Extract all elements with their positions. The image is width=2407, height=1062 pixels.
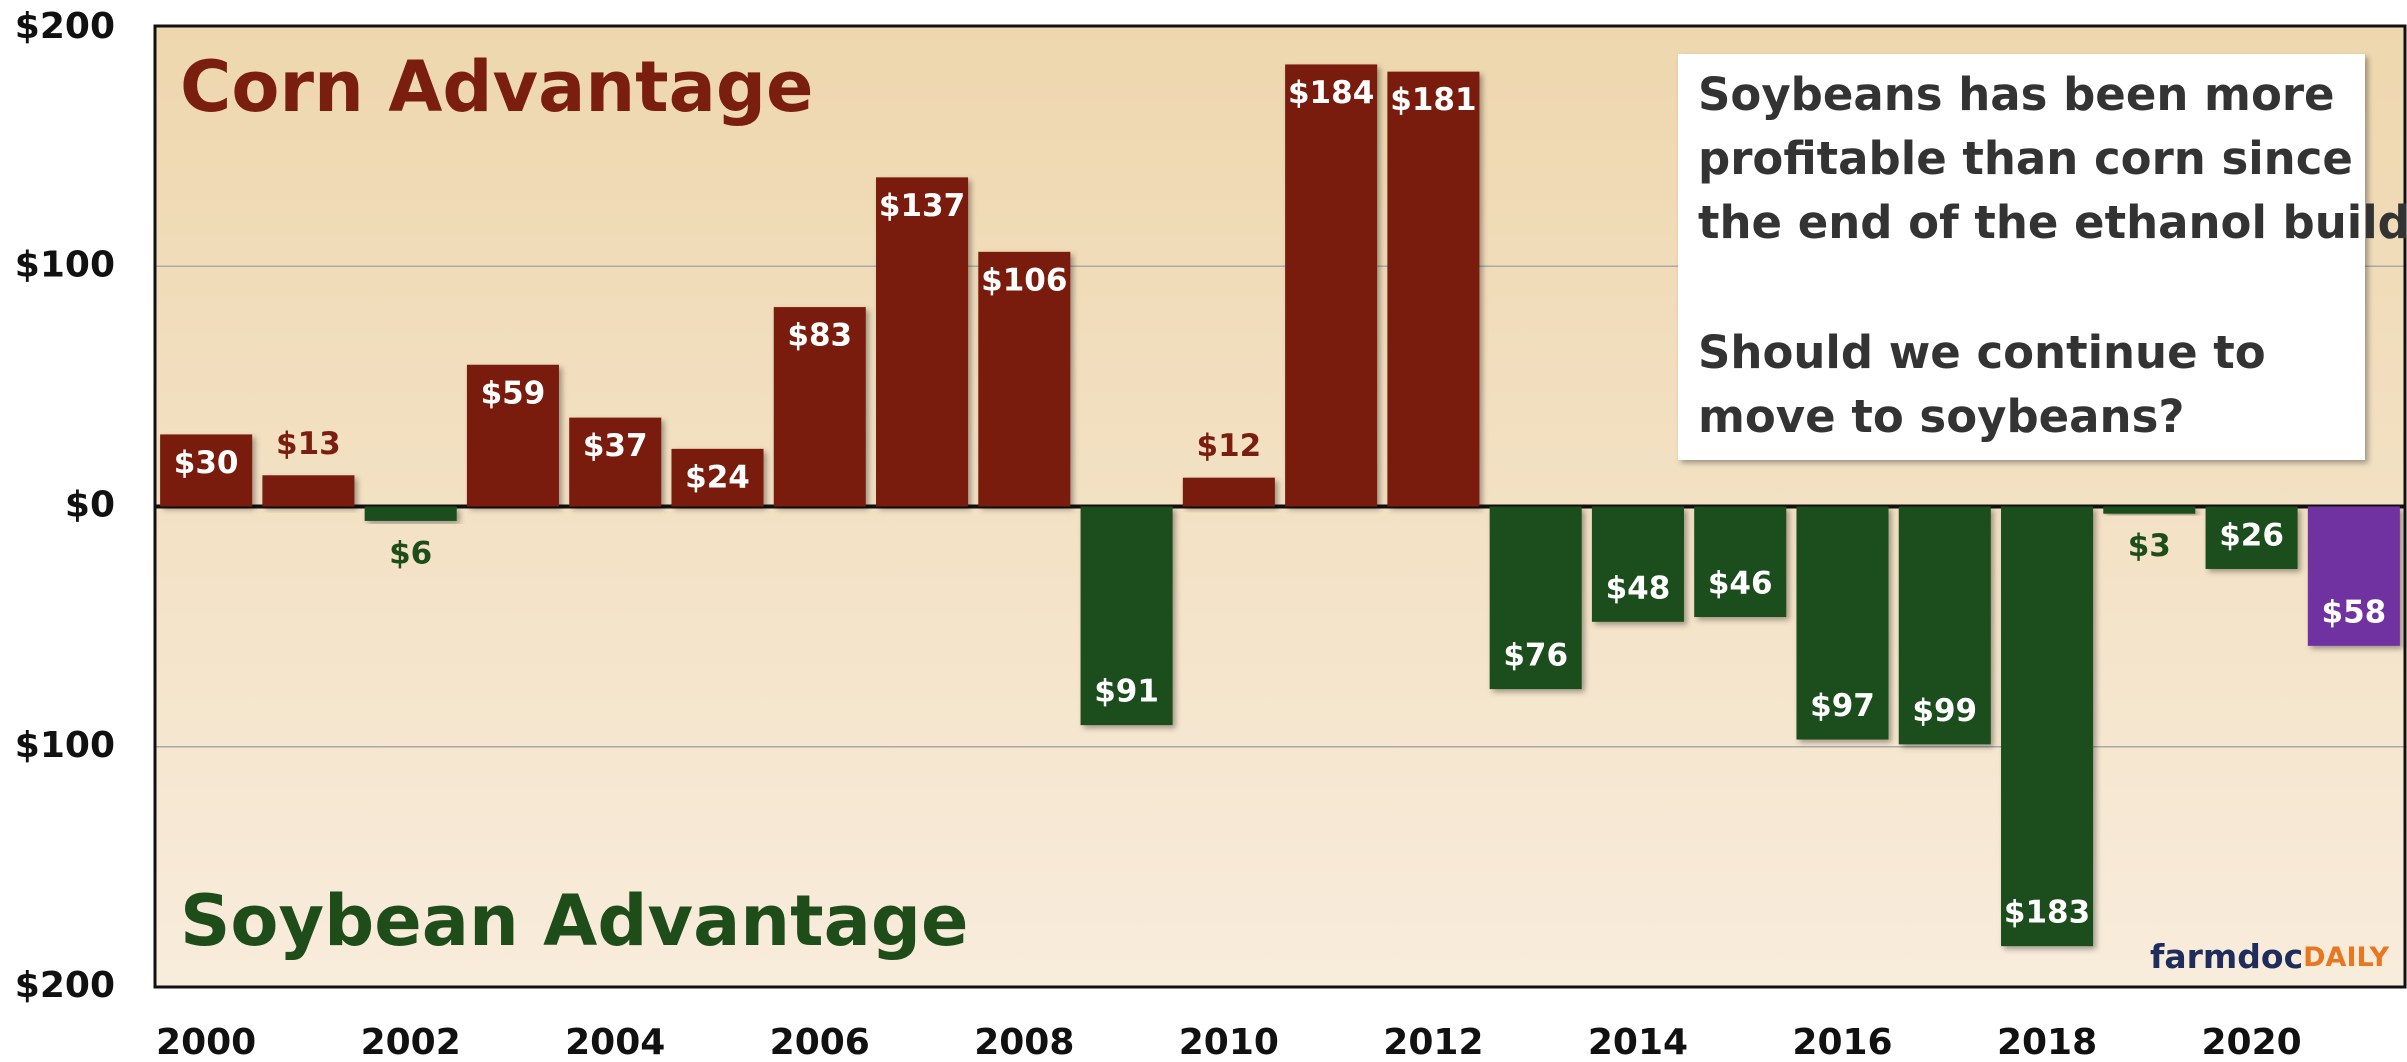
value-label: $181	[1390, 82, 1476, 118]
value-label: $76	[1503, 638, 1568, 674]
x-tick-label: 2000	[156, 1022, 256, 1062]
x-tick-label: 2008	[974, 1022, 1074, 1062]
value-label: $137	[879, 188, 965, 224]
soybean-label: Soybean Advantage	[180, 880, 968, 962]
x-tick-label: 2010	[1179, 1022, 1279, 1062]
note-line: Should we continue to	[1698, 326, 2266, 379]
y-tick-label: $200	[15, 965, 115, 1006]
x-tick-label: 2020	[2201, 1022, 2301, 1062]
bar	[1183, 478, 1275, 507]
x-tick-label: 2016	[1792, 1022, 1892, 1062]
value-label: $6	[389, 535, 432, 571]
value-label: $106	[981, 262, 1067, 298]
x-tick-label: 2006	[770, 1022, 870, 1062]
value-label: $183	[2004, 895, 2090, 931]
x-tick-label: 2018	[1997, 1022, 2097, 1062]
logo: farmdocDAILY	[2150, 937, 2389, 976]
value-label: $58	[2322, 594, 2387, 630]
chart: Corn Advantage Soybean Advantage Soybean…	[0, 0, 2407, 1062]
value-label: $26	[2219, 517, 2284, 553]
note-line: Soybeans has been more	[1698, 68, 2335, 121]
value-label: $24	[685, 459, 750, 495]
y-tick-label: $200	[15, 6, 115, 47]
logo-sub: DAILY	[2303, 942, 2389, 973]
value-label: $48	[1606, 570, 1671, 606]
x-tick-label: 2014	[1588, 1022, 1688, 1062]
bar	[365, 507, 457, 521]
value-label: $97	[1810, 688, 1875, 724]
x-tick-label: 2004	[565, 1022, 665, 1062]
value-label: $184	[1288, 75, 1374, 111]
bar	[876, 177, 968, 506]
bar	[1285, 64, 1377, 506]
value-label: $46	[1708, 566, 1773, 602]
bar	[262, 475, 354, 506]
note-line: the end of the ethanol build	[1698, 196, 2407, 249]
x-tick-label: 2002	[361, 1022, 461, 1062]
y-tick-label: $100	[15, 244, 115, 285]
bar	[2001, 507, 2093, 947]
y-tick-label: $0	[65, 485, 115, 526]
corn-label: Corn Advantage	[180, 46, 813, 128]
value-label: $59	[481, 375, 546, 411]
x-tick-label: 2012	[1383, 1022, 1483, 1062]
y-tick-label: $100	[15, 725, 115, 766]
value-label: $3	[2128, 528, 2171, 564]
value-label: $12	[1197, 428, 1262, 464]
bar	[1387, 72, 1479, 507]
bar	[2103, 507, 2195, 514]
value-label: $99	[1912, 693, 1977, 729]
value-label: $91	[1094, 674, 1159, 710]
value-label: $30	[174, 445, 239, 481]
note-line: move to soybeans?	[1698, 390, 2184, 443]
value-label: $37	[583, 428, 648, 464]
value-label: $83	[787, 318, 852, 354]
value-label: $13	[276, 426, 341, 462]
note-line: profitable than corn since	[1698, 132, 2353, 185]
logo-main: farmdoc	[2150, 937, 2303, 976]
